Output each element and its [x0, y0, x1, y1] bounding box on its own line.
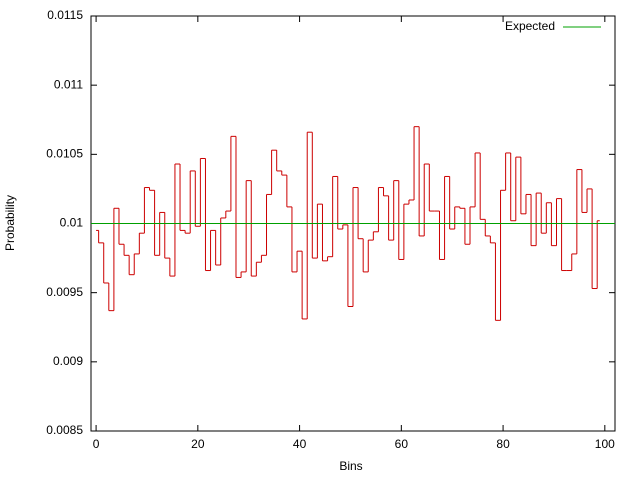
x-tick-label: 100 [595, 437, 615, 451]
y-tick-label: 0.01 [60, 216, 84, 230]
x-tick-label: 0 [93, 437, 100, 451]
x-tick-label: 80 [496, 437, 510, 451]
x-tick-label: 20 [191, 437, 205, 451]
y-tick-label: 0.009 [53, 354, 83, 368]
x-tick-label: 60 [395, 437, 409, 451]
x-tick-label: 40 [293, 437, 307, 451]
y-tick-label: 0.011 [54, 77, 83, 91]
y-tick-label: 0.0115 [47, 8, 83, 22]
y-tick-label: 0.0095 [46, 285, 83, 299]
x-axis-label: Bins [339, 459, 362, 473]
y-axis-label: Probability [3, 195, 17, 251]
y-tick-label: 0.0105 [46, 147, 83, 161]
legend-label: Expected [505, 19, 555, 33]
y-tick-label: 0.0085 [46, 423, 83, 437]
